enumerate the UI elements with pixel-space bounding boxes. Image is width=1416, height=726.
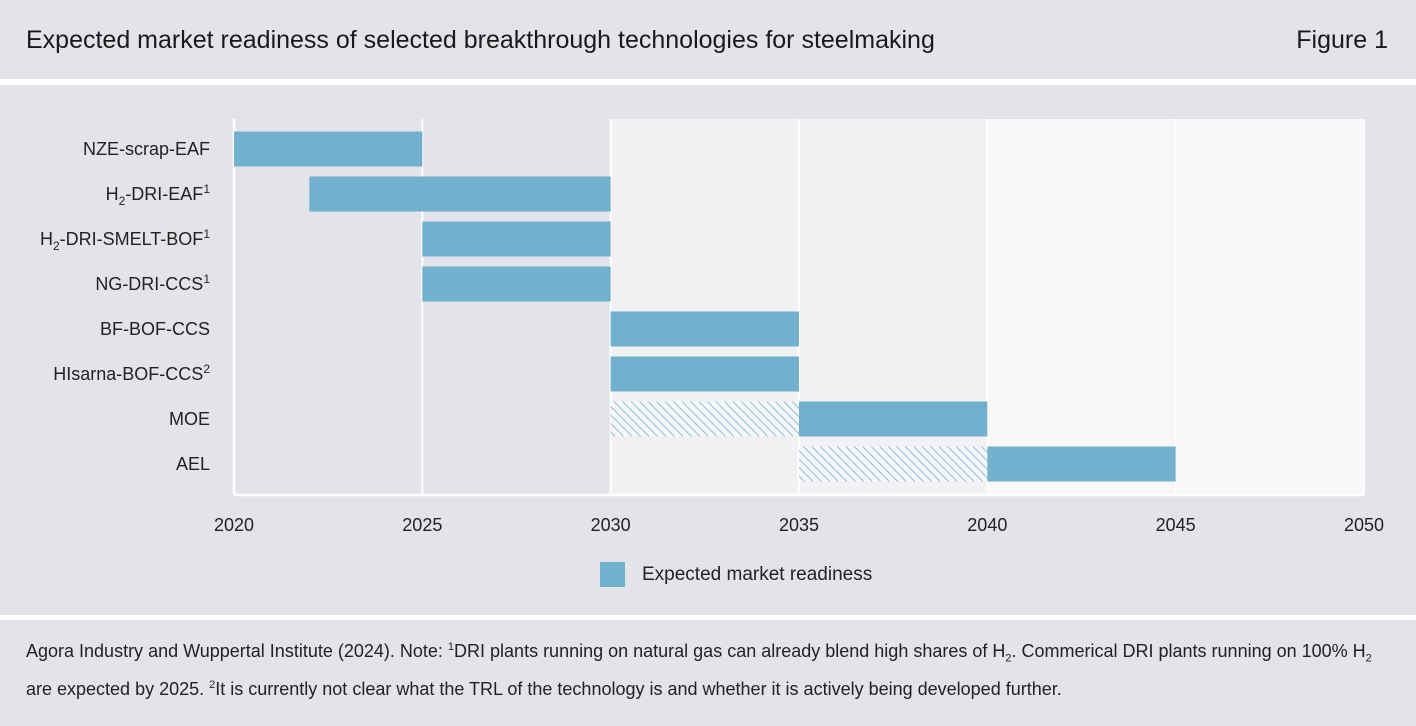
note-text: Agora Industry and Wuppertal Institute (… (26, 641, 448, 661)
footer-note: Agora Industry and Wuppertal Institute (… (0, 620, 1416, 726)
bar (610, 356, 799, 392)
note-text: . Commerical DRI plants running on 100% … (1011, 641, 1366, 661)
note-sub: 2 (1365, 652, 1372, 665)
legend-swatch (600, 562, 625, 587)
bar (309, 176, 611, 212)
bar-hatched (799, 446, 988, 482)
bar (234, 131, 423, 167)
note-sup: 1 (447, 641, 455, 653)
bar (799, 401, 988, 437)
y-tick-label: MOE (169, 409, 210, 429)
x-tick-label: 2025 (402, 515, 442, 535)
y-tick-label: H2-DRI-EAF1 (106, 182, 211, 208)
note-text: It is currently not clear what the TRL o… (215, 678, 1062, 699)
y-tick-label: NZE-scrap-EAF (83, 139, 210, 159)
note-sup: 2 (209, 678, 216, 691)
x-tick-label: 2050 (1344, 515, 1384, 535)
legend: Expected market readiness (600, 562, 872, 587)
y-tick-label: NG-DRI-CCS1 (95, 272, 210, 294)
bar (422, 221, 611, 257)
x-tick-label: 2040 (967, 515, 1007, 535)
x-tick-label: 2035 (779, 515, 819, 535)
bar (610, 311, 799, 347)
y-tick-label: AEL (176, 454, 210, 474)
y-tick-label: H2-DRI-SMELT-BOF1 (40, 227, 210, 253)
note-text: DRI plants running on natural gas can al… (454, 641, 1006, 661)
chart-panel: NZE-scrap-EAF H2-DRI-EAF1 H2-DRI-SMELT-BOF… (0, 85, 1416, 615)
bar (987, 446, 1176, 482)
x-tick-label: 2045 (1156, 515, 1196, 535)
y-tick-label: BF-BOF-CCS (100, 319, 210, 339)
note-text: are expected by 2025. (26, 678, 210, 699)
bar (422, 266, 611, 302)
gantt-chart: NZE-scrap-EAF H2-DRI-EAF1 H2-DRI-SMELT-BOF… (40, 119, 1384, 535)
note-sub: 2 (1005, 652, 1012, 665)
figure-label: Figure 1 (1296, 26, 1388, 54)
chart-title: Expected market readiness of selected br… (26, 26, 935, 54)
x-tick-label: 2030 (591, 515, 631, 535)
figure-header: Expected market readiness of selected br… (0, 0, 1416, 79)
source-note: Agora Industry and Wuppertal Institute (… (26, 634, 1396, 702)
legend-label: Expected market readiness (642, 563, 873, 585)
x-tick-label: 2020 (214, 515, 254, 535)
y-tick-label: HIsarna-BOF-CCS2 (53, 362, 210, 384)
bar-hatched (610, 401, 799, 437)
